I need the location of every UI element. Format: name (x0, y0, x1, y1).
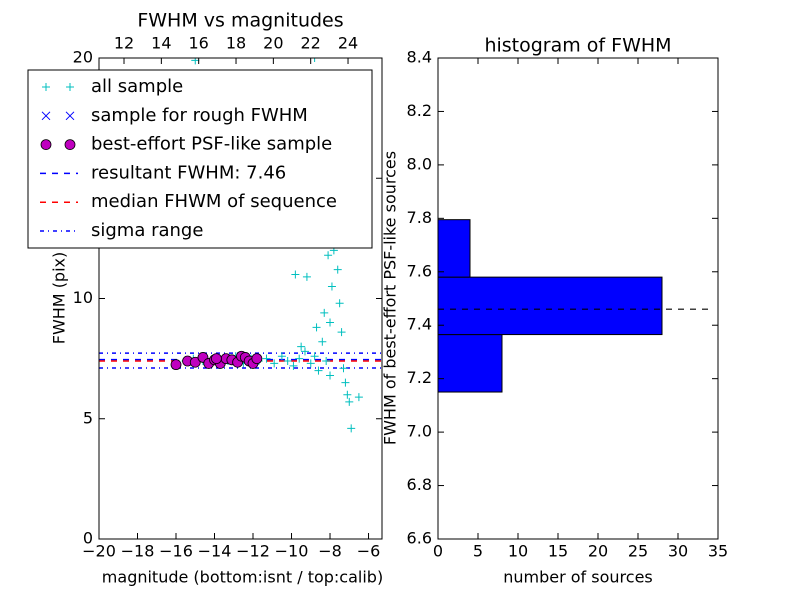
point (170, 359, 182, 371)
x2-tick-label: 18 (226, 34, 246, 53)
y-tick-label: 7.4 (407, 315, 432, 334)
point (262, 354, 271, 363)
chart-title: FWHM vs magnitudes (137, 10, 343, 32)
point (320, 308, 329, 317)
x-tick-label: 20 (588, 542, 608, 561)
legend-marker (65, 111, 75, 121)
bar (437, 276, 663, 336)
x-axis-label: magnitude (bottom:isnt / top:calib) (102, 568, 383, 587)
x-tick-label: 5 (473, 542, 483, 561)
y-tick-label: 5 (83, 408, 93, 427)
x-tick-label: −14 (198, 542, 232, 561)
y-tick-label: 7.0 (407, 422, 432, 441)
point (312, 323, 321, 332)
chart-title: histogram of FWHM (484, 35, 671, 57)
point (283, 357, 292, 366)
point (191, 58, 200, 65)
point (322, 357, 331, 366)
y-tick-label: 10 (73, 288, 93, 307)
legend-label: median FHWM of sequence (91, 191, 337, 212)
legend-label: resultant FWHM: 7.46 (91, 162, 286, 183)
x-tick-label: 10 (508, 542, 528, 561)
x2-tick-label: 16 (189, 34, 209, 53)
x2-tick-label: 12 (114, 34, 134, 53)
point (314, 366, 323, 375)
point (297, 342, 306, 351)
point (333, 265, 342, 274)
legend-label: sigma range (91, 220, 203, 241)
x-tick-label: −18 (121, 542, 155, 561)
x2-tick-label: 22 (301, 34, 321, 53)
x-tick-label: −20 (82, 542, 116, 561)
point (302, 272, 311, 281)
point (339, 364, 348, 373)
legend-box (27, 69, 373, 249)
x2-tick-label: 20 (263, 34, 283, 53)
plot-frame (437, 57, 719, 540)
point (345, 397, 354, 406)
point (295, 354, 304, 363)
point (277, 352, 286, 361)
y-tick-label: 7.8 (407, 208, 432, 227)
y-tick-label: 0 (83, 529, 93, 548)
point (341, 378, 350, 387)
bar (437, 219, 471, 278)
legend-marker (40, 139, 52, 151)
y-tick-label: 7.6 (407, 261, 432, 280)
point (306, 359, 315, 368)
point (291, 270, 300, 279)
point (347, 424, 356, 433)
y-axis-label: FWHM (pix) (50, 252, 69, 345)
bar (437, 334, 503, 393)
x-tick-label: −16 (159, 542, 193, 561)
x-tick-label: −8 (318, 542, 342, 561)
plot-area (99, 58, 382, 433)
legend-marker (41, 111, 51, 121)
y-axis-label: FWHM of best-effort PSF-like sources (381, 151, 400, 445)
point (343, 390, 352, 399)
point (310, 58, 319, 62)
x-tick-label: 15 (548, 542, 568, 561)
point (335, 299, 344, 308)
point (189, 356, 201, 368)
legend-label: best-effort PSF-like sample (91, 134, 332, 155)
y-tick-label: 8.4 (407, 48, 432, 67)
legend-label: all sample (91, 76, 183, 97)
legend-marker (64, 139, 76, 151)
x2-tick-label: 14 (151, 34, 171, 53)
point (354, 393, 363, 402)
x-tick-label: 30 (668, 542, 688, 561)
y-tick-label: 8.0 (407, 154, 432, 173)
point (337, 328, 346, 337)
x-tick-label: 25 (628, 542, 648, 561)
x-axis-label: number of sources (503, 568, 653, 587)
point (251, 353, 263, 365)
x-tick-label: −12 (236, 542, 270, 561)
legend: all sample sample for rough FWHM best-effo… (27, 69, 373, 249)
point (324, 251, 333, 260)
legend-marker (42, 83, 50, 91)
y-tick-label: 6.8 (407, 475, 432, 494)
point (326, 318, 335, 327)
point (327, 282, 336, 291)
x-tick-label: −10 (275, 542, 309, 561)
x-tick-label: 0 (433, 542, 443, 561)
y-tick-label: 7.2 (407, 368, 432, 387)
point (270, 359, 279, 368)
y-tick-label: 8.2 (407, 101, 432, 120)
point (289, 361, 298, 370)
legend-marker (66, 83, 74, 91)
point (326, 371, 335, 380)
legend-label: sample for rough FWHM (91, 105, 308, 126)
point (310, 352, 319, 361)
point (211, 353, 222, 365)
x-tick-label: 35 (708, 542, 728, 561)
point (300, 347, 309, 356)
x-tick-label: −6 (357, 542, 381, 561)
point (318, 337, 327, 346)
y-tick-label: 20 (73, 48, 93, 67)
y-tick-label: 6.6 (407, 529, 432, 548)
x2-tick-label: 24 (338, 34, 358, 53)
